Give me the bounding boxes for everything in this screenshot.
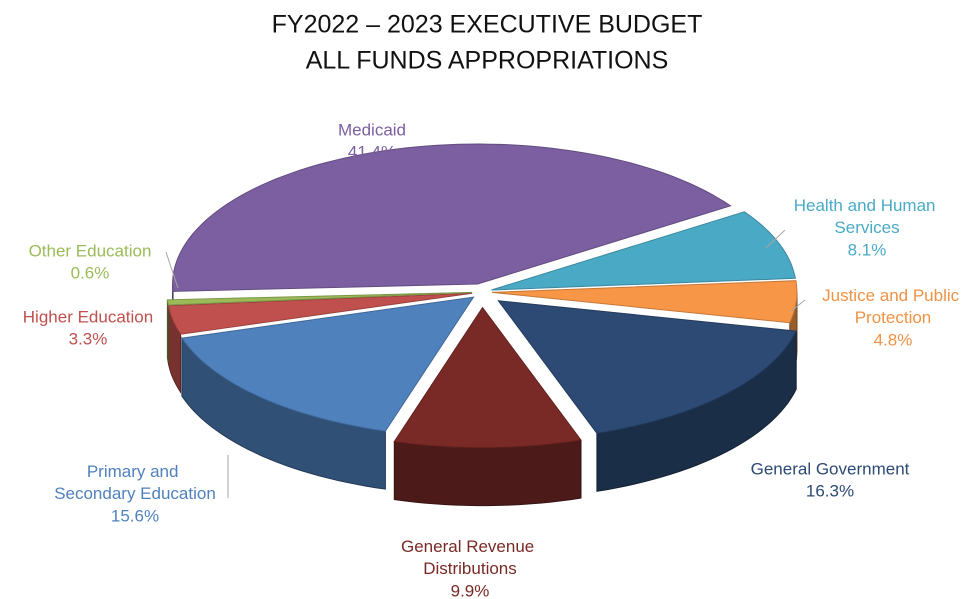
slice [166, 291, 473, 306]
leader-line [165, 251, 179, 289]
category-label: Primary and Secondary Education [54, 462, 216, 503]
leader-line [765, 229, 786, 249]
category-label: Health and Human Services [794, 196, 940, 237]
leader-line [789, 299, 806, 313]
value-label: 0.6% [71, 263, 110, 282]
slice [181, 296, 475, 432]
slice [497, 300, 797, 434]
chart-title: FY2022 – 2023 EXECUTIVE BUDGET [272, 11, 703, 39]
value-label: 16.3% [806, 481, 854, 500]
value-label: 9.9% [451, 581, 490, 599]
slice [172, 143, 732, 292]
chart-subtitle: ALL FUNDS APPROPRIATIONS [306, 47, 669, 75]
value-label: 3.3% [69, 329, 108, 348]
pie-tops [166, 143, 798, 449]
slice [167, 292, 473, 335]
slice-side [166, 299, 169, 364]
category-label: Justice and Public Protection [822, 286, 964, 327]
category-label: Other Education [29, 241, 152, 260]
slice-side [393, 439, 582, 507]
labels: Medicaid 41.4% Health and Human Services 8.… [23, 120, 964, 599]
category-label: Higher Education [23, 307, 153, 326]
category-label: General Revenue Distributions [401, 537, 539, 578]
slice [393, 306, 582, 449]
value-label: 41.4% [348, 142, 396, 161]
slice [491, 211, 797, 291]
value-label: 15.6% [111, 506, 159, 525]
slice [491, 280, 798, 324]
value-label: 4.8% [874, 330, 913, 349]
category-label: General Government [751, 459, 910, 478]
value-label: 8.1% [848, 240, 887, 259]
category-label: Medicaid [338, 120, 406, 139]
